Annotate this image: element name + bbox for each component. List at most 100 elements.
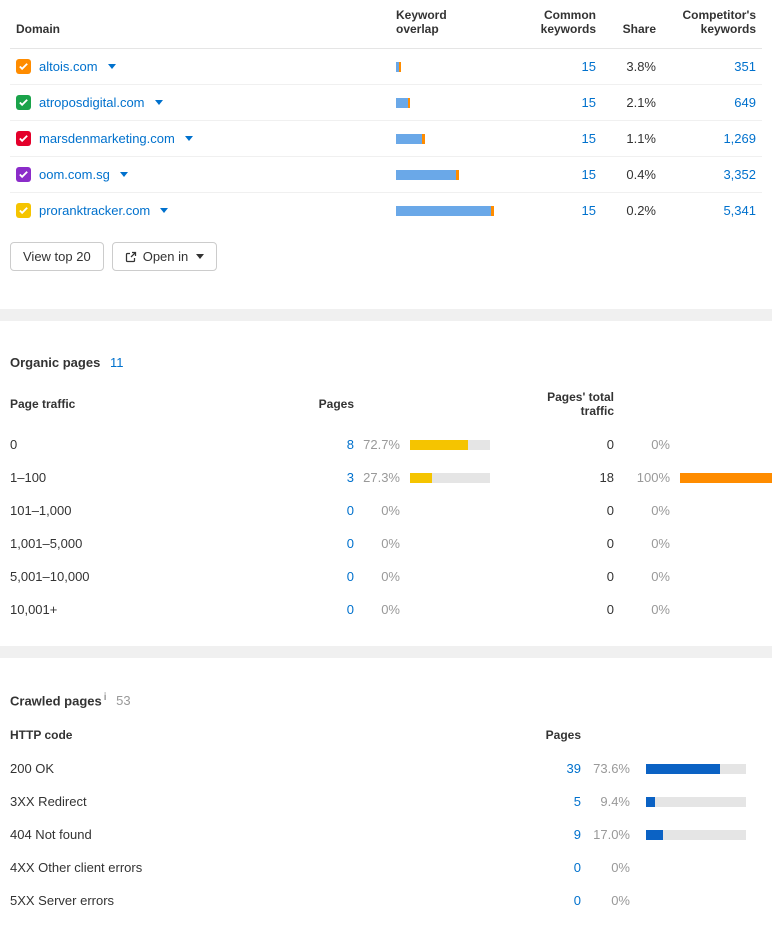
competitor-keywords-value[interactable]: 3,352: [723, 167, 756, 182]
traffic-bucket-label: 1–100: [10, 461, 270, 494]
competitors-section: Domain Keywordoverlap Commonkeywords Sha…: [0, 0, 772, 289]
traffic-pct: 0%: [620, 560, 680, 593]
pages-pct: 17.0%: [587, 818, 642, 851]
table-row: 1–100 3 27.3% 18 100%: [10, 461, 762, 494]
view-top-button[interactable]: View top 20: [10, 242, 104, 271]
common-keywords-value[interactable]: 15: [582, 95, 596, 110]
share-value: 2.1%: [602, 85, 662, 121]
pages-pct: 73.6%: [587, 752, 642, 785]
domain-link[interactable]: altois.com: [39, 59, 98, 74]
pages-bar: [646, 830, 746, 840]
table-row: oom.com.sg 15 0.4% 3,352: [10, 157, 762, 193]
pages-value[interactable]: 8: [270, 428, 360, 461]
organic-header-row: Page traffic Pages Pages' total traffic: [10, 382, 762, 428]
pages-value[interactable]: 0: [270, 527, 360, 560]
pages-value[interactable]: 5: [527, 785, 587, 818]
col-pages: Pages: [270, 397, 360, 411]
common-keywords-value[interactable]: 15: [582, 59, 596, 74]
pages-pct: 72.7%: [360, 428, 410, 461]
checkbox-icon[interactable]: [16, 59, 31, 74]
share-value: 1.1%: [602, 121, 662, 157]
pages-value[interactable]: 0: [527, 884, 587, 917]
table-row: 4XX Other client errors 0 0%: [10, 851, 762, 884]
traffic-value: 0: [530, 494, 620, 527]
info-icon[interactable]: i: [104, 692, 107, 703]
external-link-icon: [125, 251, 137, 263]
competitor-keywords-value[interactable]: 351: [734, 59, 756, 74]
organic-pages-section: Organic pages 11 Page traffic Pages Page…: [0, 341, 772, 626]
pages-pct: 0%: [360, 560, 410, 593]
chevron-down-icon[interactable]: [108, 64, 116, 69]
pages-bar: [646, 764, 746, 774]
domain-link[interactable]: proranktracker.com: [39, 203, 150, 218]
organic-pages-count[interactable]: 11: [110, 355, 124, 370]
pages-value[interactable]: 39: [527, 752, 587, 785]
keyword-overlap-bar: [396, 206, 516, 216]
traffic-value: 0: [530, 593, 620, 626]
crawled-pages-heading: Crawled pagesi 53: [10, 678, 762, 720]
table-row: 200 OK 39 73.6%: [10, 752, 762, 785]
col-page-traffic: Page traffic: [10, 397, 270, 411]
table-row: altois.com 15 3.8% 351: [10, 49, 762, 85]
pages-value[interactable]: 3: [270, 461, 360, 494]
pages-value[interactable]: 0: [270, 593, 360, 626]
chevron-down-icon[interactable]: [160, 208, 168, 213]
competitor-keywords-value[interactable]: 1,269: [723, 131, 756, 146]
col-domain: Domain: [10, 0, 390, 49]
traffic-bucket-label: 5,001–10,000: [10, 560, 270, 593]
traffic-value: 0: [530, 560, 620, 593]
traffic-pct: 100%: [620, 461, 680, 494]
chevron-down-icon[interactable]: [185, 136, 193, 141]
domain-link[interactable]: atroposdigital.com: [39, 95, 145, 110]
pages-value[interactable]: 0: [270, 560, 360, 593]
domain-link[interactable]: oom.com.sg: [39, 167, 110, 182]
traffic-value: 18: [530, 461, 620, 494]
checkbox-icon[interactable]: [16, 203, 31, 218]
table-row: 3XX Redirect 5 9.4%: [10, 785, 762, 818]
traffic-value: 0: [530, 527, 620, 560]
checkbox-icon[interactable]: [16, 131, 31, 146]
http-code-label: 404 Not found: [10, 818, 527, 851]
share-value: 0.4%: [602, 157, 662, 193]
common-keywords-value[interactable]: 15: [582, 203, 596, 218]
col-share: Share: [602, 0, 662, 49]
table-row: 5XX Server errors 0 0%: [10, 884, 762, 917]
col-comp-kw: Competitor'skeywords: [662, 0, 762, 49]
common-keywords-value[interactable]: 15: [582, 131, 596, 146]
col-total-traffic: Pages' total traffic: [530, 390, 620, 418]
pages-bar: [410, 473, 490, 483]
keyword-overlap-bar: [396, 134, 516, 144]
common-keywords-value[interactable]: 15: [582, 167, 596, 182]
keyword-overlap-bar: [396, 98, 516, 108]
open-in-button[interactable]: Open in: [112, 242, 218, 271]
pages-value[interactable]: 9: [527, 818, 587, 851]
pages-pct: 27.3%: [360, 461, 410, 494]
domain-link[interactable]: marsdenmarketing.com: [39, 131, 175, 146]
col-overlap: Keywordoverlap: [390, 0, 522, 49]
crawled-header-row: HTTP code Pages: [10, 720, 762, 752]
pages-pct: 0%: [360, 593, 410, 626]
traffic-bucket-label: 1,001–5,000: [10, 527, 270, 560]
pages-pct: 0%: [360, 494, 410, 527]
pages-pct: 9.4%: [587, 785, 642, 818]
table-row: 404 Not found 9 17.0%: [10, 818, 762, 851]
http-code-label: 5XX Server errors: [10, 884, 527, 917]
checkbox-icon[interactable]: [16, 167, 31, 182]
pages-pct: 0%: [587, 884, 642, 917]
table-row: atroposdigital.com 15 2.1% 649: [10, 85, 762, 121]
traffic-bucket-label: 10,001+: [10, 593, 270, 626]
table-row: 5,001–10,000 0 0% 0 0%: [10, 560, 762, 593]
crawled-pages-section: Crawled pagesi 53 HTTP code Pages 200 OK…: [0, 678, 772, 937]
col-crawl-pages: Pages: [527, 728, 587, 742]
share-value: 3.8%: [602, 49, 662, 85]
competitor-keywords-value[interactable]: 649: [734, 95, 756, 110]
section-divider: [0, 646, 772, 658]
competitors-actions: View top 20 Open in: [10, 228, 762, 289]
chevron-down-icon[interactable]: [120, 172, 128, 177]
pages-value[interactable]: 0: [527, 851, 587, 884]
chevron-down-icon[interactable]: [155, 100, 163, 105]
pages-value[interactable]: 0: [270, 494, 360, 527]
competitor-keywords-value[interactable]: 5,341: [723, 203, 756, 218]
traffic-bar: [680, 473, 772, 483]
checkbox-icon[interactable]: [16, 95, 31, 110]
